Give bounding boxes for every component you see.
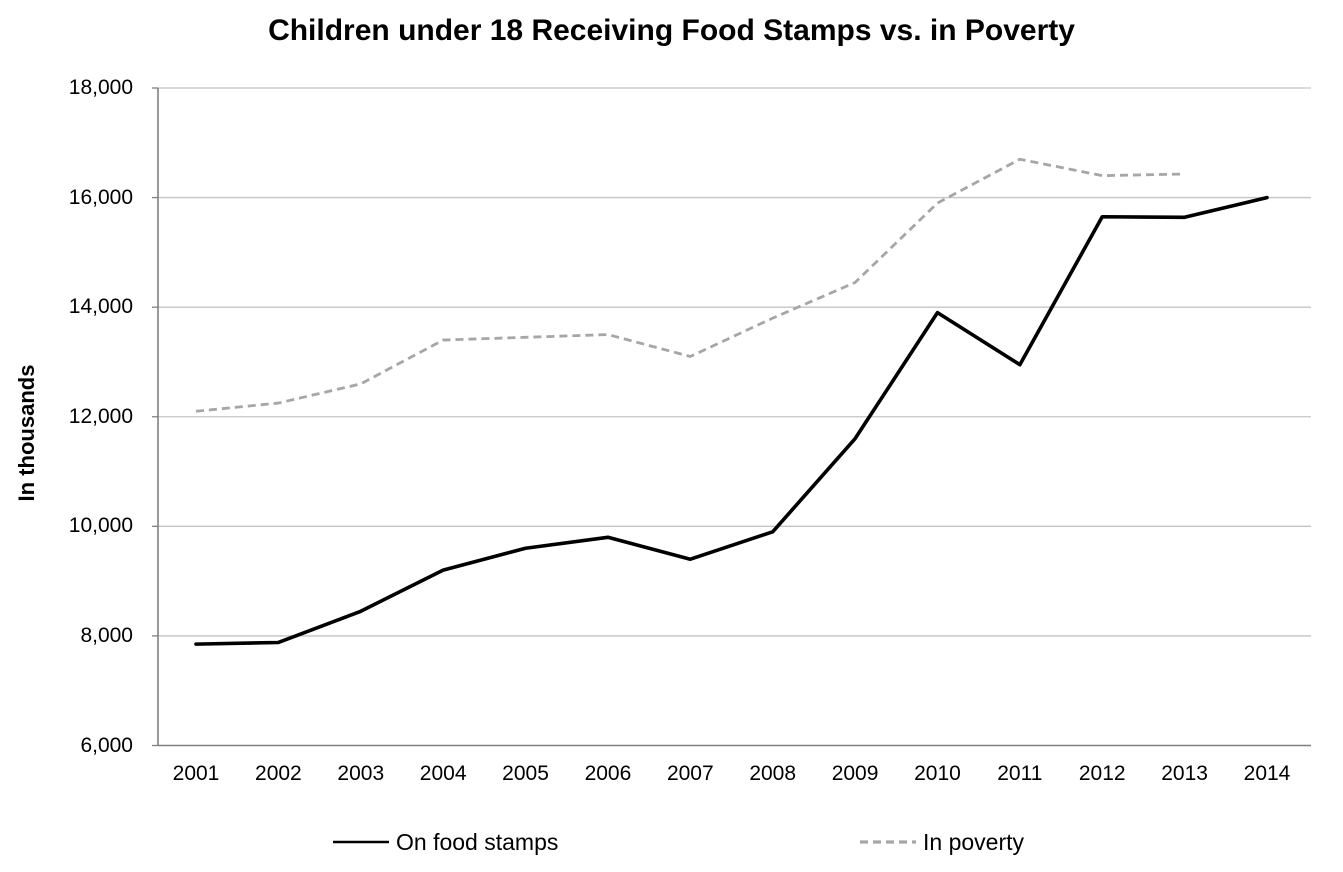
x-tick-label: 2001 (172, 762, 220, 785)
y-tick-label: 12,000 (68, 404, 133, 428)
y-tick-label: 8,000 (80, 623, 133, 647)
series-line-on-food-stamps (194, 195, 1269, 646)
x-tick-label: 2003 (337, 762, 385, 785)
x-tick-label: 2009 (831, 762, 879, 785)
x-tick-label: 2013 (1161, 762, 1208, 785)
series-line-in-poverty (195, 157, 1185, 413)
x-tick-label: 2012 (1078, 762, 1126, 785)
y-tick-label: 6,000 (80, 733, 133, 757)
x-tick-label: 2010 (914, 762, 961, 785)
legend-solid-line-icon (333, 840, 389, 844)
legend-item-in-poverty: In poverty (860, 828, 1024, 856)
x-tick-label: 2007 (666, 762, 714, 785)
y-tick-label: 10,000 (68, 514, 133, 538)
y-tick-label: 18,000 (68, 76, 133, 99)
x-tick-label: 2006 (584, 762, 632, 785)
x-tick-label: 2002 (255, 762, 302, 785)
x-tick-label: 2011 (997, 762, 1043, 785)
legend-item-on-food-stamps: On food stamps (333, 828, 558, 856)
x-tick-label: 2005 (502, 762, 549, 785)
legend-label-on-food-stamps: On food stamps (396, 828, 559, 855)
legend-dashed-line-icon (860, 840, 916, 844)
x-tick-label: 2008 (749, 762, 797, 785)
legend-label-in-poverty: In poverty (923, 828, 1024, 855)
x-tick-label: 2004 (419, 762, 467, 785)
y-tick-label: 16,000 (68, 185, 133, 209)
chart-title: Children under 18 Receiving Food Stamps … (268, 14, 1075, 47)
y-tick-label: 14,000 (68, 295, 133, 319)
x-tick-label: 2014 (1243, 762, 1291, 785)
